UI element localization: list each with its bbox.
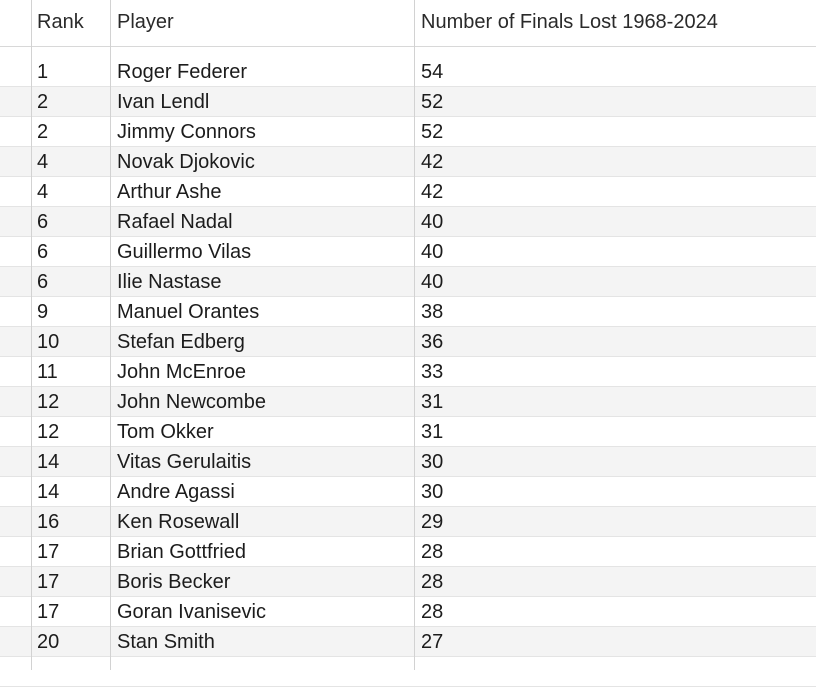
cell-rank: 17 — [37, 571, 60, 593]
cell-finals-lost: 31 — [421, 421, 444, 443]
cell-player: John McEnroe — [117, 361, 246, 383]
cell-rank: 17 — [37, 601, 60, 623]
cell-rank: 4 — [37, 151, 49, 173]
cell-finals-lost: 27 — [421, 631, 444, 653]
cell-player: Guillermo Vilas — [117, 241, 252, 263]
cell-player: Jimmy Connors — [117, 121, 256, 143]
table-row[interactable]: 17 Brian Gottfried 28 — [0, 537, 816, 567]
cell-rank: 1 — [37, 61, 49, 83]
cell-finals-lost: 42 — [421, 151, 444, 173]
column-header-rank[interactable]: Rank — [37, 11, 84, 33]
cell-rank: 11 — [37, 361, 58, 383]
cell-finals-lost: 28 — [421, 601, 444, 623]
cell-finals-lost: 40 — [421, 241, 444, 263]
column-divider — [110, 0, 111, 670]
cell-player: Brian Gottfried — [117, 541, 246, 563]
column-header-finals-lost[interactable]: Number of Finals Lost 1968-2024 — [421, 11, 718, 33]
table-row[interactable]: 2 Ivan Lendl 52 — [0, 87, 816, 117]
table-row[interactable]: 4 Novak Djokovic 42 — [0, 147, 816, 177]
table-row[interactable]: 2 Jimmy Connors 52 — [0, 117, 816, 147]
cell-rank: 20 — [37, 631, 60, 653]
cell-rank: 12 — [37, 421, 60, 443]
column-header-player[interactable]: Player — [117, 11, 174, 33]
cell-finals-lost: 40 — [421, 211, 444, 233]
table-row[interactable]: 17 Boris Becker 28 — [0, 567, 816, 597]
cell-player: Tom Okker — [117, 421, 214, 443]
cell-rank: 6 — [37, 241, 49, 263]
table-row[interactable]: 9 Manuel Orantes 38 — [0, 297, 816, 327]
table-row[interactable]: 12 John Newcombe 31 — [0, 387, 816, 417]
cell-player: John Newcombe — [117, 391, 266, 413]
cell-finals-lost: 52 — [421, 121, 444, 143]
table-row[interactable]: 10 Stefan Edberg 36 — [0, 327, 816, 357]
table-row[interactable]: 20 Stan Smith 27 — [0, 627, 816, 657]
cell-finals-lost: 30 — [421, 451, 444, 473]
cell-finals-lost: 52 — [421, 91, 444, 113]
table-row[interactable]: 14 Vitas Gerulaitis 30 — [0, 447, 816, 477]
cell-rank: 14 — [37, 451, 60, 473]
cell-finals-lost: 28 — [421, 541, 444, 563]
cell-rank: 16 — [37, 511, 60, 533]
cell-player: Novak Djokovic — [117, 151, 255, 173]
cell-player: Boris Becker — [117, 571, 231, 593]
cell-finals-lost: 30 — [421, 481, 444, 503]
cell-player: Roger Federer — [117, 61, 248, 83]
table-row[interactable]: 4 Arthur Ashe 42 — [0, 177, 816, 207]
table-row[interactable]: 6 Guillermo Vilas 40 — [0, 237, 816, 267]
cell-player: Andre Agassi — [117, 481, 235, 503]
table-row[interactable]: 1 Roger Federer 54 — [0, 57, 816, 87]
cell-rank: 17 — [37, 541, 60, 563]
table-row[interactable]: 14 Andre Agassi 30 — [0, 477, 816, 507]
cell-rank: 10 — [37, 331, 60, 353]
cell-rank: 6 — [37, 271, 49, 293]
column-divider — [31, 0, 32, 670]
cell-player: Stan Smith — [117, 631, 215, 653]
cell-rank: 9 — [37, 301, 49, 323]
cell-finals-lost: 54 — [421, 61, 444, 83]
cell-rank: 14 — [37, 481, 60, 503]
cell-rank: 6 — [37, 211, 49, 233]
cell-finals-lost: 28 — [421, 571, 444, 593]
table-row[interactable]: 16 Ken Rosewall 29 — [0, 507, 816, 537]
cell-player: Arthur Ashe — [117, 181, 222, 203]
cell-finals-lost: 36 — [421, 331, 444, 353]
cell-finals-lost: 33 — [421, 361, 444, 383]
cell-player: Ivan Lendl — [117, 91, 210, 113]
cell-rank: 2 — [37, 91, 49, 113]
cell-player: Ken Rosewall — [117, 511, 240, 533]
cell-finals-lost: 40 — [421, 271, 444, 293]
cell-finals-lost: 42 — [421, 181, 444, 203]
cell-player: Vitas Gerulaitis — [117, 451, 252, 473]
table-header: Rank Player Number of Finals Lost 1968-2… — [0, 0, 816, 47]
table-row[interactable]: 12 Tom Okker 31 — [0, 417, 816, 447]
cell-rank: 4 — [37, 181, 49, 203]
cell-rank: 2 — [37, 121, 49, 143]
cell-finals-lost: 29 — [421, 511, 444, 533]
cell-player: Manuel Orantes — [117, 301, 260, 323]
cell-finals-lost: 38 — [421, 301, 444, 323]
cell-player: Goran Ivanisevic — [117, 601, 266, 623]
table-row[interactable]: 17 Goran Ivanisevic 28 — [0, 597, 816, 627]
cell-finals-lost: 31 — [421, 391, 444, 413]
cell-player: Stefan Edberg — [117, 331, 245, 353]
table-row[interactable]: 6 Ilie Nastase 40 — [0, 267, 816, 297]
table-row[interactable]: 6 Rafael Nadal 40 — [0, 207, 816, 237]
cell-player: Rafael Nadal — [117, 211, 233, 233]
cell-rank: 12 — [37, 391, 60, 413]
column-divider — [414, 0, 415, 670]
cell-player: Ilie Nastase — [117, 271, 222, 293]
empty-row — [0, 657, 816, 687]
table-row[interactable]: 11 John McEnroe 33 — [0, 357, 816, 387]
